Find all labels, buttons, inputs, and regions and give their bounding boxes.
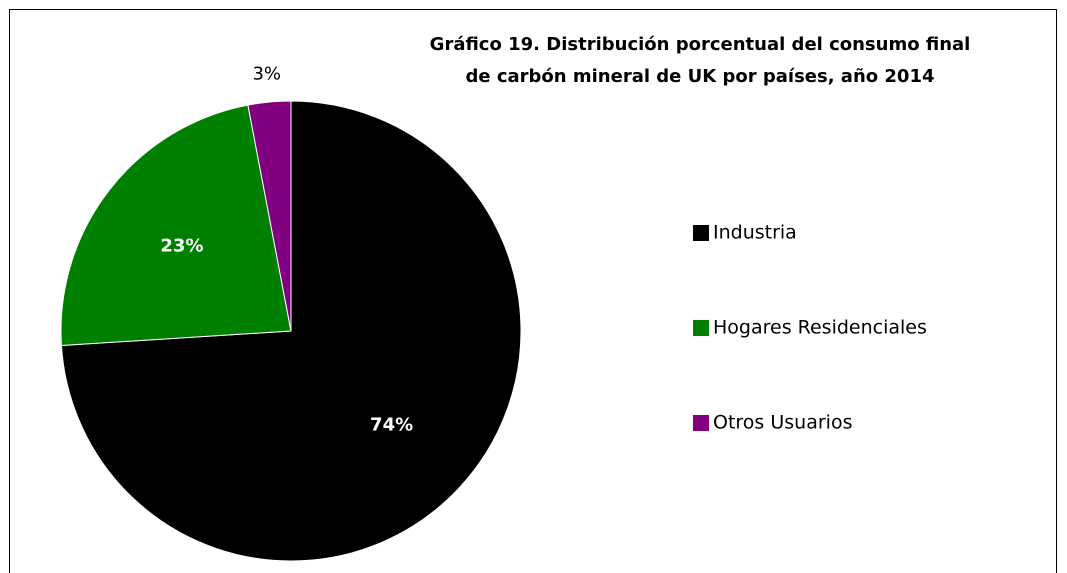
data-label: 23% (160, 235, 203, 256)
chart-title: de carbón mineral de UK por países, año … (465, 66, 934, 87)
legend-label: Otros Usuarios (713, 412, 852, 434)
data-label: 74% (370, 414, 413, 435)
legend-swatch (693, 320, 709, 336)
legend-swatch (693, 415, 709, 431)
legend-label: Industria (713, 222, 797, 244)
pie-slice (247, 100, 292, 332)
data-label: 3% (252, 64, 281, 85)
legend-swatch (693, 225, 709, 241)
pie-slice (60, 104, 292, 346)
legend-label: Hogares Residenciales (713, 317, 927, 339)
chart-title: Gráfico 19. Distribución porcentual del … (430, 34, 971, 55)
